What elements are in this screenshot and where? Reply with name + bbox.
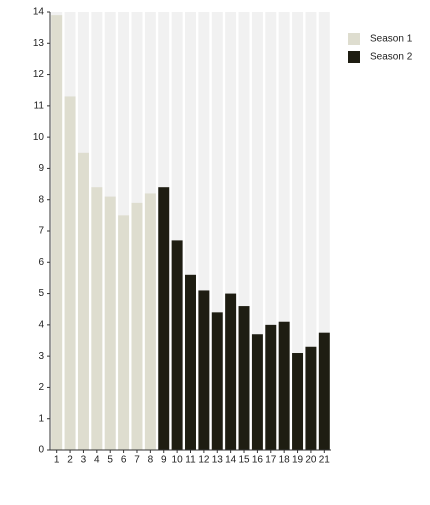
x-tick-label: 7 [134, 455, 140, 466]
x-tick-label: 3 [81, 455, 87, 466]
bar [185, 274, 196, 450]
legend-label: Season 2 [370, 52, 413, 63]
bar [104, 196, 116, 450]
y-tick-label: 8 [38, 194, 44, 205]
legend-swatch [348, 51, 360, 63]
x-tick-label: 19 [292, 455, 304, 466]
y-tick-label: 7 [38, 226, 44, 237]
x-tick-label: 21 [319, 455, 331, 466]
y-tick-label: 13 [33, 38, 45, 49]
bar [64, 96, 76, 450]
y-tick-label: 1 [38, 413, 44, 424]
y-tick-label: 0 [38, 445, 44, 456]
bar-track [318, 12, 330, 450]
bar-track [265, 12, 277, 450]
bar [305, 346, 317, 450]
x-tick-label: 6 [121, 455, 127, 466]
y-tick-label: 9 [38, 163, 44, 174]
x-tick-label: 16 [252, 455, 264, 466]
x-tick-label: 11 [185, 455, 196, 466]
x-tick-label: 2 [67, 455, 73, 466]
bar-track [238, 12, 250, 450]
bar [144, 193, 156, 450]
x-tick-label: 9 [161, 455, 167, 466]
bar [292, 353, 304, 450]
y-tick-label: 3 [38, 351, 44, 362]
bar [158, 187, 170, 450]
bar [238, 306, 250, 450]
bar-track [292, 12, 304, 450]
y-tick-label: 4 [38, 319, 44, 330]
x-tick-label: 14 [225, 455, 237, 466]
y-tick-label: 5 [38, 288, 44, 299]
bar-track [305, 12, 317, 450]
bar-track [278, 12, 290, 450]
bar-track [198, 12, 210, 450]
bar [171, 240, 183, 450]
legend-label: Season 1 [370, 34, 413, 45]
x-tick-label: 4 [94, 455, 100, 466]
x-tick-label: 20 [305, 455, 317, 466]
x-tick-label: 15 [238, 455, 250, 466]
bar [198, 290, 210, 450]
legend-swatch [348, 33, 360, 45]
y-tick-label: 14 [33, 7, 45, 18]
bar [251, 334, 263, 450]
bar [77, 152, 89, 451]
y-tick-label: 11 [34, 100, 45, 111]
x-tick-label: 8 [148, 455, 154, 466]
bar [211, 312, 223, 450]
y-tick-label: 12 [33, 69, 45, 80]
bar-track [171, 12, 183, 450]
x-tick-label: 10 [172, 455, 184, 466]
bar [118, 215, 130, 450]
bar [265, 324, 277, 450]
x-tick-label: 12 [198, 455, 210, 466]
bar [318, 332, 330, 450]
x-tick-label: 5 [107, 455, 113, 466]
bar-track [251, 12, 263, 450]
x-tick-label: 1 [54, 455, 60, 466]
bar [225, 293, 237, 450]
y-tick-label: 2 [38, 382, 44, 393]
y-tick-label: 10 [33, 132, 45, 143]
bar-track [225, 12, 237, 450]
bar [91, 187, 103, 450]
bar [51, 15, 63, 451]
bar-track [211, 12, 223, 450]
bar-track [185, 12, 196, 450]
y-tick-label: 6 [38, 257, 44, 268]
x-tick-label: 13 [212, 455, 224, 466]
x-tick-label: 18 [279, 455, 291, 466]
bar [131, 202, 143, 450]
x-tick-label: 17 [265, 455, 277, 466]
bar [278, 321, 290, 450]
